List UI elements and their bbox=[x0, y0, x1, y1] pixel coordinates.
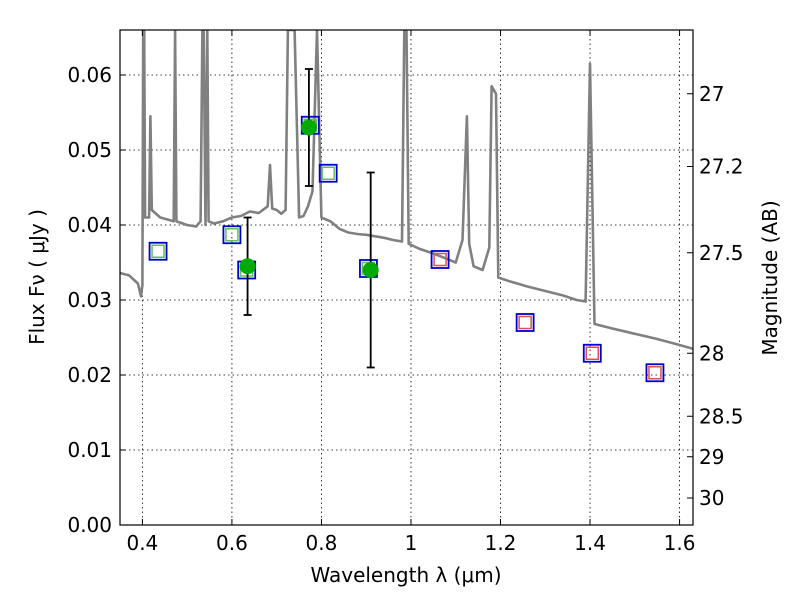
model-photometry-inner-box bbox=[585, 346, 600, 360]
y-tick-label: 0.04 bbox=[67, 213, 112, 237]
model-photometry-box bbox=[430, 250, 450, 269]
model-photometry-inner-box bbox=[225, 228, 239, 242]
model-photometry-box bbox=[148, 241, 168, 261]
x-tick-label: 0.6 bbox=[216, 531, 248, 555]
x-tick-label: 0.4 bbox=[126, 531, 158, 555]
model-photometry-inner-box bbox=[518, 315, 532, 330]
model-photometry-box bbox=[645, 363, 665, 383]
x-axis-title: Wavelength λ (μm) bbox=[310, 563, 501, 587]
observed-point bbox=[300, 119, 317, 136]
model-photometry-box bbox=[222, 225, 242, 245]
model-photometry-box bbox=[318, 163, 338, 183]
model-photometry-box bbox=[582, 343, 602, 363]
right-tick-label: 30 bbox=[699, 486, 724, 510]
y-axis-title: Flux Fν ( μJy ) bbox=[25, 209, 49, 345]
spectrum-layer bbox=[120, 30, 693, 351]
y-tick-label: 0.01 bbox=[67, 438, 112, 462]
axis-ticks: 0.4 0.6 0.8 1 1.2 1.4 1.6 0.00 0.01 0.02 0.03 0.04 0… bbox=[67, 30, 744, 555]
right-tick-label: 27.2 bbox=[699, 155, 744, 179]
x-tick-label: 1.6 bbox=[664, 531, 696, 555]
x-tick-label: 1 bbox=[405, 531, 418, 555]
model-photometry-box bbox=[515, 313, 535, 332]
right-tick-label: 28.5 bbox=[699, 404, 744, 428]
model-photometry-inner-box bbox=[321, 166, 335, 180]
right-tick-label: 29 bbox=[699, 445, 724, 469]
y-tick-label: 0.00 bbox=[67, 513, 112, 537]
x-tick-label: 1.2 bbox=[485, 531, 517, 555]
y-tick-label: 0.03 bbox=[67, 288, 112, 312]
spectrum-line bbox=[120, 30, 693, 351]
x-tick-label: 0.8 bbox=[306, 531, 338, 555]
right-tick-label: 27 bbox=[699, 82, 724, 106]
model-photometry-inner-box bbox=[151, 244, 165, 258]
y-tick-label: 0.05 bbox=[67, 138, 112, 162]
x-tick-label: 1.4 bbox=[574, 531, 606, 555]
observed-point bbox=[239, 258, 256, 275]
y-tick-label: 0.02 bbox=[67, 363, 112, 387]
right-axis-title: Magnitude (AB) bbox=[758, 200, 782, 355]
photometry-layer bbox=[148, 68, 665, 383]
right-tick-label: 27.5 bbox=[699, 241, 744, 265]
y-tick-label: 0.06 bbox=[67, 63, 112, 87]
model-photometry-inner-box bbox=[648, 366, 662, 380]
model-photometry-inner-box bbox=[433, 252, 447, 267]
observed-point bbox=[362, 262, 379, 278]
plot-frame bbox=[119, 29, 694, 526]
right-tick-label: 28 bbox=[699, 341, 724, 365]
